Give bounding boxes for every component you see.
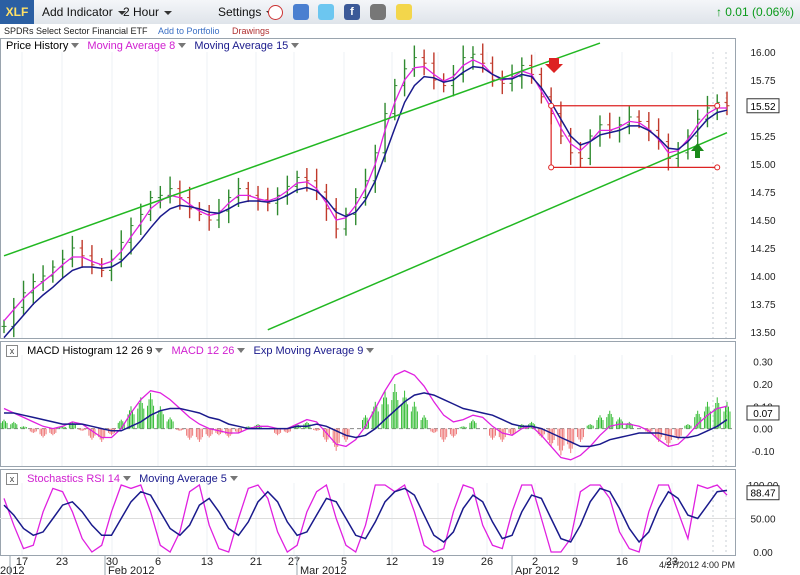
add-to-portfolio-link[interactable]: Add to Portfolio <box>158 26 220 36</box>
symbol-input[interactable]: XLF <box>0 0 34 24</box>
red-down-arrow-icon <box>545 58 563 73</box>
pane-border <box>0 341 736 467</box>
trend-channel-line <box>267 131 728 331</box>
x-axis-day-label: 9 <box>572 556 578 568</box>
x-axis-month-label: Mar 2012 <box>300 565 346 575</box>
drawing-handle <box>548 164 555 171</box>
macd-axis-tick-label: -0.10 <box>752 447 775 458</box>
price-history-label[interactable]: Price History <box>6 40 69 52</box>
chevron-down-icon[interactable] <box>366 348 375 354</box>
chevron-down-icon[interactable] <box>237 348 246 354</box>
timestamp-label: 4/27/2012 4:00 PM <box>659 560 735 570</box>
close-icon[interactable]: x <box>6 345 18 358</box>
x-axis-month-label: Apr 2012 <box>515 565 560 575</box>
ema-signal-line <box>4 392 728 448</box>
close-icon[interactable]: x <box>6 473 18 486</box>
chevron-down-icon[interactable] <box>229 476 238 482</box>
ma8-line <box>3 59 727 322</box>
macd-axis-tick-label: 0.30 <box>753 358 773 369</box>
ema-label[interactable]: Exp Moving Average 9 <box>253 345 364 357</box>
instrument-name: SPDRs Select Sector Financial ETF <box>4 26 148 36</box>
interval-dropdown[interactable]: 2 Hour <box>123 0 172 24</box>
ma15-label[interactable]: Moving Average 15 <box>194 40 289 52</box>
quote-change: ↑ 0.01 (0.06%) <box>716 0 794 24</box>
x-axis-month-label: Feb 2012 <box>108 565 154 575</box>
price-axis-tick-label: 13.50 <box>750 328 775 339</box>
info-bar: SPDRs Select Sector Financial ETF Add to… <box>0 24 800 38</box>
macd-last-box <box>746 405 780 421</box>
price-axis-tick-label: 13.75 <box>750 300 775 311</box>
x-axis-day-label: 26 <box>481 556 493 568</box>
stoch-pane-title: x Stochastics RSI 14 Moving Average 5 <box>4 473 243 486</box>
x-axis-day-label: 23 <box>56 556 68 568</box>
macd-axis-tick-label: 0.20 <box>753 380 773 391</box>
stoch-ma-line <box>3 487 728 544</box>
x-axis-day-label: 6 <box>155 556 161 568</box>
macd-axis-tick-label: 0.00 <box>753 425 773 436</box>
price-axis-tick-label: 14.25 <box>750 244 775 255</box>
stoch-axis-tick-label: 0.00 <box>753 548 773 559</box>
last-price-box <box>746 98 780 114</box>
facebook-icon[interactable]: f <box>344 4 360 20</box>
x-axis-day-label: 12 <box>386 556 398 568</box>
drawing-handle <box>714 102 721 109</box>
pane-border <box>0 38 736 339</box>
x-axis-day-label: 16 <box>616 556 628 568</box>
stoch-last-box <box>746 485 780 501</box>
add-indicator-button[interactable]: Add Indicator <box>42 0 126 24</box>
price-axis-tick-label: 15.25 <box>750 132 775 143</box>
stoch-ma-label[interactable]: Moving Average 5 <box>139 473 227 485</box>
up-arrow-icon: ↑ <box>715 5 722 19</box>
chevron-down-icon[interactable] <box>178 43 187 49</box>
chevron-down-icon[interactable] <box>123 476 131 482</box>
drawings-link[interactable]: Drawings <box>232 26 270 36</box>
price-axis-tick-label: 15.00 <box>750 160 775 171</box>
twitter-icon[interactable] <box>318 4 334 20</box>
macd-histogram-label[interactable]: MACD Histogram 12 26 9 <box>27 345 153 357</box>
stoch-axis-tick-label: 50.00 <box>750 515 775 526</box>
macd-last-label: 0.07 <box>753 409 773 420</box>
x-axis-month-label: 2012 <box>0 565 24 575</box>
x-axis-day-label: 17 <box>16 556 28 568</box>
x-axis-day-label: 5 <box>341 556 347 568</box>
camera-icon[interactable] <box>370 4 386 20</box>
x-axis-day-label: 13 <box>201 556 213 568</box>
macd-pane-title: x MACD Histogram 12 26 9 MACD 12 26 Exp … <box>4 345 379 358</box>
x-axis-day-label: 23 <box>666 556 678 568</box>
macd-line <box>3 369 728 461</box>
price-axis-tick-label: 15.75 <box>750 76 775 87</box>
ma15-line <box>3 65 728 339</box>
x-axis-day-label: 2 <box>532 556 538 568</box>
price-axis-tick-label: 14.50 <box>750 216 775 227</box>
chevron-down-icon[interactable] <box>291 43 300 49</box>
x-axis-day-label: 27 <box>288 556 300 568</box>
macd-label[interactable]: MACD 12 26 <box>171 345 235 357</box>
ma8-label[interactable]: Moving Average 8 <box>87 40 176 52</box>
toolbar: XLF Add Indicator 2 Hour Settings f ↑ 0.… <box>0 0 800 25</box>
chevron-down-icon[interactable] <box>71 43 80 49</box>
settings-button[interactable]: Settings <box>218 0 274 24</box>
x-axis-day-label: 19 <box>432 556 444 568</box>
price-pane-title: Price History Moving Average 8 Moving Av… <box>6 40 304 53</box>
trend-channel-line <box>3 42 601 257</box>
stoch-rsi-line <box>3 483 728 554</box>
price-axis-tick-label: 14.75 <box>750 188 775 199</box>
x-axis-day-label: 21 <box>250 556 262 568</box>
drawing-handle <box>548 102 555 109</box>
stoch-rsi-label[interactable]: Stochastics RSI 14 <box>27 473 120 485</box>
green-up-arrow-icon <box>691 143 704 158</box>
note-icon[interactable] <box>396 4 412 20</box>
x-axis-day-label: 30 <box>106 556 118 568</box>
drawing-handle <box>714 164 721 171</box>
last-price-label: 15.52 <box>750 102 775 113</box>
share-icon[interactable] <box>293 4 309 20</box>
price-axis-tick-label: 16.00 <box>750 48 775 59</box>
chevron-down-icon[interactable] <box>155 348 164 354</box>
stoch-last-label: 88.47 <box>750 489 775 500</box>
alarm-clock-icon[interactable] <box>268 5 283 20</box>
quote-change-text: 0.01 (0.06%) <box>725 5 794 19</box>
price-axis-tick-label: 14.00 <box>750 272 775 283</box>
